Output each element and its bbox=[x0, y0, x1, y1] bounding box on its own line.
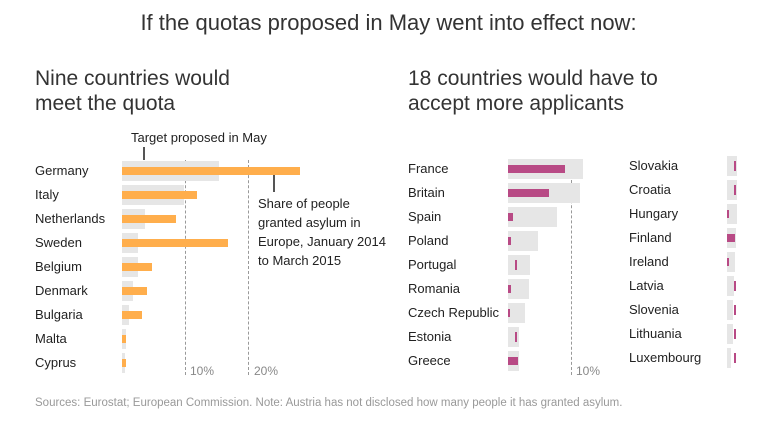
country-label: Greece bbox=[408, 353, 451, 368]
share-bar bbox=[734, 161, 736, 171]
share-bar bbox=[727, 210, 729, 218]
share-bar bbox=[515, 260, 517, 270]
page-title: If the quotas proposed in May went into … bbox=[140, 10, 637, 35]
share-bar bbox=[122, 287, 148, 295]
country-label: Germany bbox=[35, 163, 89, 178]
country-label: Latvia bbox=[629, 278, 664, 293]
share-annotation-tick bbox=[273, 175, 275, 192]
share-bar bbox=[734, 185, 736, 195]
target-bar bbox=[727, 324, 734, 344]
share-bar bbox=[515, 332, 517, 342]
target-bar bbox=[508, 303, 526, 323]
country-label: Finland bbox=[629, 230, 672, 245]
share-bar bbox=[508, 357, 518, 365]
share-annotation: Share of people granted asylum in Europe… bbox=[258, 196, 386, 268]
share-bar bbox=[122, 215, 176, 223]
share-bar bbox=[734, 281, 736, 291]
share-bar bbox=[122, 359, 126, 367]
country-label: Slovenia bbox=[629, 302, 679, 317]
left-chart-title: Nine countries would meet the quota bbox=[35, 67, 230, 115]
target-bar bbox=[727, 180, 738, 200]
country-label: Spain bbox=[408, 209, 442, 224]
right-chart-title: 18 countries would have to accept more a… bbox=[408, 67, 658, 115]
share-bar bbox=[734, 305, 736, 315]
country-label: Hungary bbox=[629, 206, 679, 221]
target-annotation: Target proposed in May bbox=[131, 130, 267, 145]
target-bar bbox=[727, 204, 738, 224]
country-label: France bbox=[408, 161, 449, 176]
source-note: Sources: Eurostat; European Commission. … bbox=[35, 397, 623, 409]
country-label: Luxembourg bbox=[629, 350, 702, 365]
share-bar bbox=[508, 189, 550, 197]
country-label: Netherlands bbox=[35, 211, 106, 226]
share-bar bbox=[122, 263, 153, 271]
tick-label-20: 20% bbox=[254, 364, 279, 378]
country-label: Portugal bbox=[408, 257, 457, 272]
share-bar bbox=[727, 234, 735, 242]
target-bar bbox=[727, 348, 732, 368]
share-bar bbox=[508, 165, 565, 173]
country-label: Croatia bbox=[629, 182, 671, 197]
share-bar bbox=[727, 258, 729, 266]
country-label: Belgium bbox=[35, 259, 82, 274]
country-label: Ireland bbox=[629, 254, 669, 269]
target-bar bbox=[508, 255, 531, 275]
target-bar bbox=[508, 207, 557, 227]
country-label: Romania bbox=[408, 281, 461, 296]
share-bar bbox=[734, 329, 736, 339]
country-label: Bulgaria bbox=[35, 307, 83, 322]
share-bar bbox=[508, 237, 512, 245]
share-bar bbox=[122, 239, 229, 247]
target-bar bbox=[508, 231, 539, 251]
country-label: Sweden bbox=[35, 235, 82, 250]
share-bar bbox=[508, 309, 510, 317]
target-bar bbox=[727, 276, 734, 296]
country-label: Denmark bbox=[35, 283, 88, 298]
country-label: Italy bbox=[35, 187, 59, 202]
country-label: Slovakia bbox=[629, 158, 679, 173]
target-annotation-tick bbox=[143, 147, 145, 160]
share-bar bbox=[122, 191, 197, 199]
country-label: Lithuania bbox=[629, 326, 682, 341]
gridline-20 bbox=[248, 160, 249, 375]
country-label: Britain bbox=[408, 185, 445, 200]
target-bar bbox=[508, 279, 529, 299]
share-bar bbox=[122, 311, 143, 319]
target-bar bbox=[727, 300, 734, 320]
share-bar bbox=[734, 353, 736, 363]
country-label: Malta bbox=[35, 331, 67, 346]
country-label: Estonia bbox=[408, 329, 452, 344]
target-bar bbox=[727, 156, 738, 176]
gridline-10-right bbox=[571, 180, 572, 375]
share-bar bbox=[508, 285, 512, 293]
tick-label-10-right: 10% bbox=[576, 364, 601, 378]
target-bar bbox=[508, 327, 519, 347]
tick-label-10: 10% bbox=[190, 364, 215, 378]
gridline-10 bbox=[185, 160, 186, 375]
share-bar bbox=[122, 335, 127, 343]
country-label: Poland bbox=[408, 233, 449, 248]
country-label: Cyprus bbox=[35, 355, 77, 370]
share-bar bbox=[122, 167, 300, 175]
share-bar bbox=[508, 213, 514, 221]
country-label: Czech Republic bbox=[408, 305, 500, 320]
target-bar bbox=[727, 252, 736, 272]
